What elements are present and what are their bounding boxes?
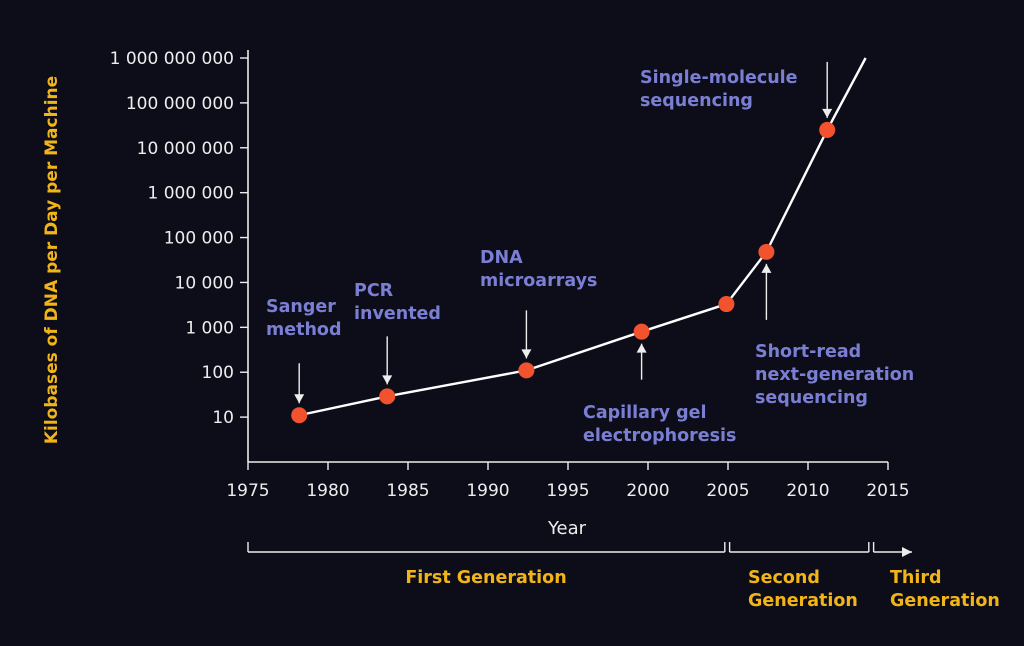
data-point — [758, 243, 775, 260]
annotation-label: PCR invented — [354, 281, 441, 324]
generation-label: First Generation — [405, 568, 566, 588]
annotation-label: Sanger method — [266, 297, 341, 340]
data-point — [291, 407, 308, 424]
annotation-line: electrophoresis — [583, 426, 736, 446]
y-tick-label: 100 — [202, 363, 234, 383]
annotation-arrowhead — [382, 375, 393, 385]
data-point — [819, 121, 836, 138]
data-point — [633, 323, 650, 340]
annotation-line: sequencing — [755, 388, 868, 408]
series — [291, 57, 867, 424]
annotation-label: Single-molecule sequencing — [640, 68, 798, 111]
annotation-line: invented — [354, 304, 441, 324]
generation-label: Third Generation — [890, 568, 1000, 611]
annotation-line: next-generation — [755, 365, 914, 385]
annotation-arrowhead — [822, 108, 833, 118]
annotation-label: Short-read next-generation sequencing — [755, 342, 914, 408]
annotation-line: Capillary gel — [583, 403, 707, 423]
generation-label: Second Generation — [748, 568, 858, 611]
y-tick-label: 1 000 — [185, 318, 234, 338]
x-tick-label: 1985 — [386, 481, 429, 501]
y-tick-label: 100 000 — [164, 229, 234, 249]
annotations: Sanger method PCR invented DNA microarrays Cap… — [266, 61, 914, 446]
x-tick-label: 1980 — [306, 481, 349, 501]
x-tick-label: 2000 — [626, 481, 669, 501]
y-tick-label: 1 000 000 000 — [110, 49, 234, 69]
x-tick-labels: 1975 1980 1985 1990 1995 2000 2005 2010 2015 — [226, 481, 909, 501]
annotation-line: Single-molecule — [640, 68, 798, 88]
x-tick-label: 1990 — [466, 481, 509, 501]
y-axis-label: Kilobases of DNA per Day per Machine — [42, 76, 62, 444]
annotation-line: DNA — [480, 248, 523, 268]
y-tick-label: 10 000 000 — [137, 139, 234, 159]
annotation-arrowhead — [521, 349, 532, 359]
x-tick-label: 2010 — [786, 481, 829, 501]
generation-label-line: First Generation — [405, 568, 566, 588]
annotation-line: PCR — [354, 281, 394, 301]
annotation-line: Sanger — [266, 297, 336, 317]
data-point — [718, 296, 735, 313]
annotation-line: method — [266, 320, 341, 340]
series-line — [298, 57, 867, 417]
annotation-label: Capillary gel electrophoresis — [583, 403, 736, 446]
generation-arrowhead — [902, 547, 912, 557]
generation-label-line: Generation — [748, 591, 858, 611]
annotation-arrowhead — [761, 263, 772, 273]
annotation-arrowhead — [294, 394, 305, 404]
y-tick-labels: 10 100 1 000 10 000 100 000 1 000 000 10 000 0… — [110, 49, 234, 428]
y-tick-label: 100 000 000 — [126, 94, 234, 114]
y-tick-label: 10 000 — [175, 273, 234, 293]
x-tick-label: 2005 — [706, 481, 749, 501]
generation-label-line: Second — [748, 568, 820, 588]
annotation-label: DNA microarrays — [480, 248, 597, 291]
axes — [240, 50, 889, 470]
generations: First Generation Second Generation Third Gen… — [247, 542, 1000, 611]
x-tick-label: 1975 — [226, 481, 269, 501]
y-tick-label: 10 — [212, 408, 234, 428]
annotation-line: microarrays — [480, 271, 597, 291]
data-point — [518, 362, 535, 379]
data-point — [379, 388, 396, 405]
x-axis-label: Year — [547, 518, 587, 539]
annotation-line: sequencing — [640, 91, 753, 111]
y-tick-label: 1 000 000 — [147, 184, 234, 204]
x-tick-label: 1995 — [546, 481, 589, 501]
x-tick-label: 2015 — [866, 481, 909, 501]
generation-label-line: Generation — [890, 591, 1000, 611]
generation-label-line: Third — [890, 568, 942, 588]
annotation-line: Short-read — [755, 342, 861, 362]
annotation-arrowhead — [636, 343, 647, 353]
